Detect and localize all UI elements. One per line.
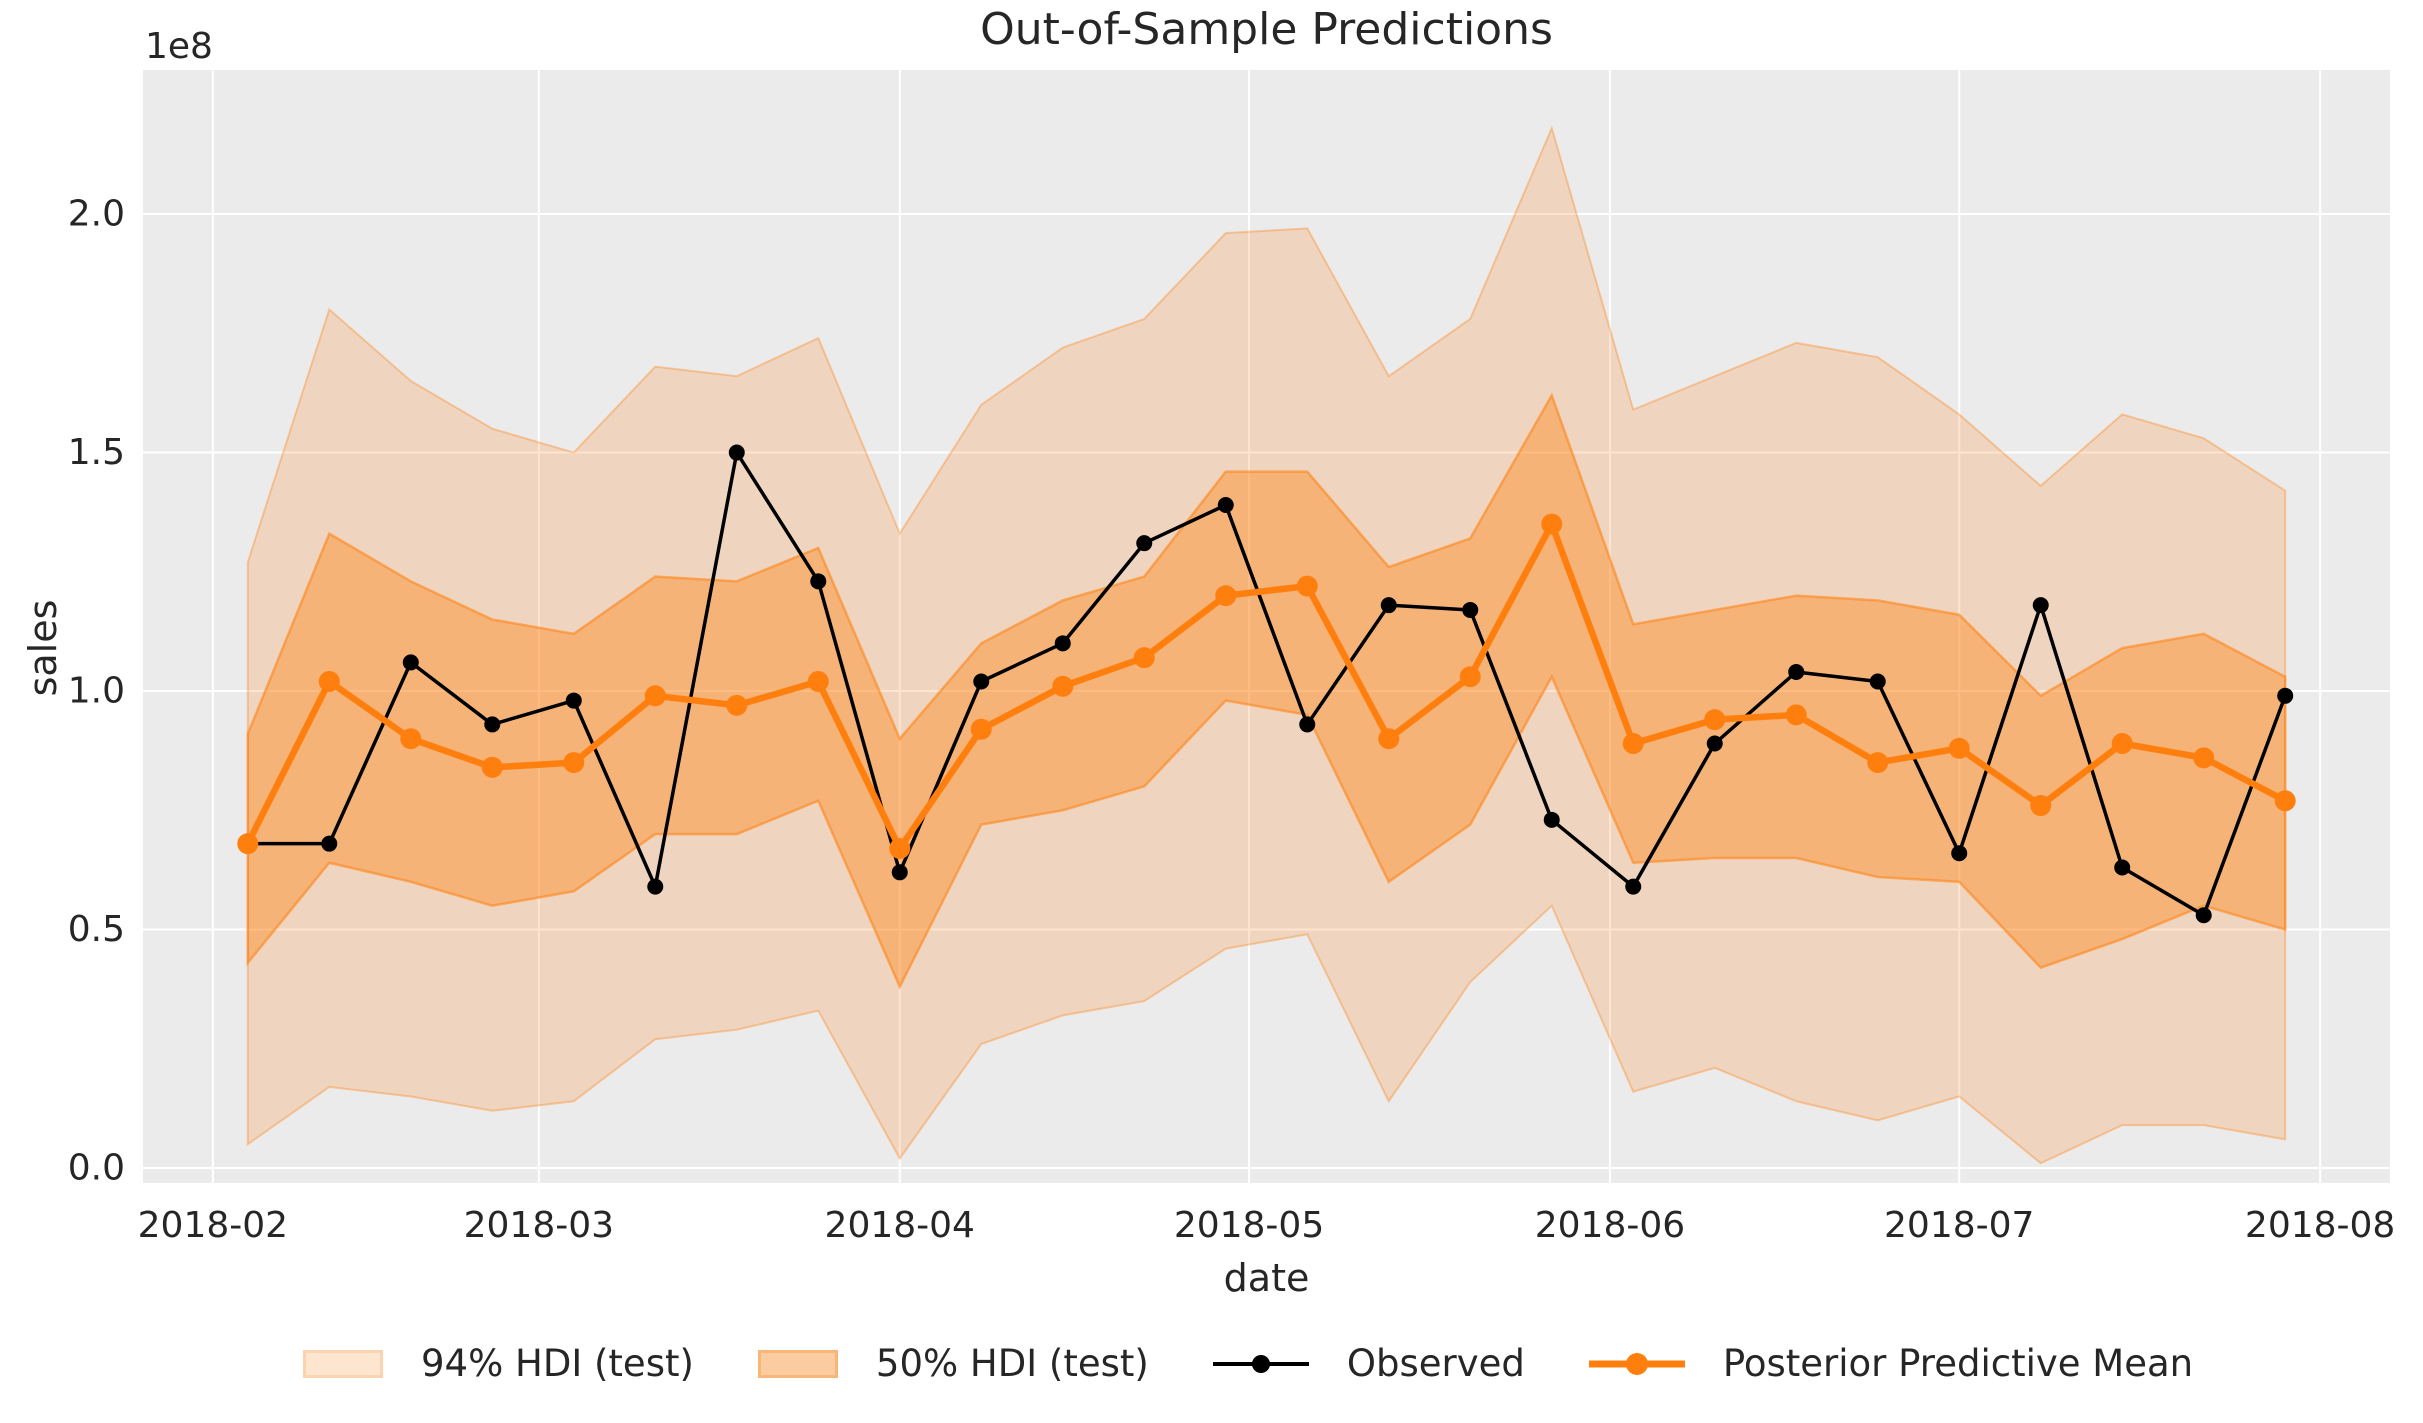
y-tick-label-2.0: 2.0 <box>68 194 125 235</box>
observed-point-2018-06-17 <box>1788 663 1805 680</box>
observed-point-2018-03-18 <box>728 444 745 461</box>
observed-point-2018-02-11 <box>321 835 338 852</box>
observed-point-2018-04-08 <box>973 673 990 690</box>
posterior-mean-point-2018-03-11 <box>644 685 666 707</box>
observed-point-2018-06-03 <box>1625 878 1642 895</box>
posterior-mean-point-2018-04-01 <box>889 837 911 859</box>
chart-title: Out-of-Sample Predictions <box>980 4 1553 55</box>
posterior-mean-point-2018-07-01 <box>1948 737 1970 759</box>
plot-background <box>143 70 2390 1183</box>
x-tick-label-2018-05: 2018-05 <box>1174 1205 1324 1246</box>
posterior-mean-point-2018-02-04 <box>237 833 259 855</box>
hdi50-band <box>246 392 2287 990</box>
posterior-mean-line <box>244 520 2287 852</box>
y-tick-label-0.5: 0.5 <box>68 909 125 950</box>
posterior-mean-point-2018-06-10 <box>1704 709 1726 731</box>
posterior-mean-point-2018-07-29 <box>2274 790 2296 812</box>
legend-label-hdi94: 94% HDI (test) <box>421 1342 694 1385</box>
hdi50-swatch-icon <box>757 1349 838 1378</box>
observed-point-2018-07-01 <box>1951 845 1968 862</box>
observed-point-2018-04-29 <box>1217 497 1234 514</box>
posterior-mean-point-2018-04-22 <box>1133 647 1155 669</box>
posterior-mean-point-2018-03-18 <box>726 694 748 716</box>
posterior-mean-point-2018-07-08 <box>2030 795 2052 817</box>
posterior-mean-point-2018-07-15 <box>2111 733 2133 755</box>
y-axis-offset-text: 1e8 <box>145 26 213 67</box>
legend-label-posterior: Posterior Predictive Mean <box>1722 1342 2194 1385</box>
observed-point-2018-07-29 <box>2277 687 2294 704</box>
posterior-mean-point-2018-06-24 <box>1867 752 1889 774</box>
observed-point-2018-02-25 <box>484 716 501 733</box>
observed-point-2018-05-20 <box>1462 601 1479 618</box>
posterior-mean-point-2018-03-25 <box>807 670 829 692</box>
hdi94-swatch-icon <box>303 1349 383 1378</box>
observed-point-2018-06-10 <box>1706 735 1723 752</box>
posterior-mean-point-2018-04-29 <box>1215 585 1237 607</box>
legend-item-hdi94: 94% HDI (test) <box>303 1342 694 1385</box>
posterior-mean-point-2018-03-04 <box>563 752 585 774</box>
posterior-mean-point-2018-02-11 <box>318 670 340 692</box>
x-tick-label-2018-04: 2018-04 <box>825 1205 975 1246</box>
legend: 94% HDI (test) 50% HDI (test) Observed P… <box>303 1342 2193 1385</box>
posterior-mean-point-2018-07-22 <box>2193 747 2215 769</box>
observed-point-2018-05-13 <box>1380 597 1397 614</box>
legend-item-hdi50: 50% HDI (test) <box>757 1342 1149 1385</box>
x-tick-label-2018-08: 2018-08 <box>2245 1205 2395 1246</box>
posterior-mean-point-2018-06-17 <box>1785 704 1807 726</box>
y-tick-label-0.0: 0.0 <box>68 1148 125 1189</box>
observed-point-2018-07-22 <box>2195 907 2212 924</box>
posterior-mean-point-2018-02-25 <box>481 756 503 778</box>
observed-point-2018-06-24 <box>1869 673 1886 690</box>
observed-point-2018-07-08 <box>2032 597 2049 614</box>
posterior-mean-point-2018-05-13 <box>1378 728 1400 750</box>
legend-label-hdi50: 50% HDI (test) <box>875 1342 1149 1385</box>
observed-line-marker-icon <box>1212 1354 1309 1373</box>
x-tick-label-2018-02: 2018-02 <box>138 1205 288 1246</box>
y-axis-label: sales <box>21 599 65 697</box>
posterior-mean-point-2018-04-15 <box>1052 675 1074 697</box>
observed-point-2018-02-18 <box>402 654 419 671</box>
posterior-mean-point-2018-06-03 <box>1622 733 1644 755</box>
observed-point-2018-03-11 <box>647 878 664 895</box>
posterior-mean-point-2018-05-20 <box>1459 666 1481 688</box>
x-axis-label: date <box>1223 1256 1310 1300</box>
legend-item-posterior: Posterior Predictive Mean <box>1588 1342 2194 1385</box>
hdi94-band <box>246 125 2287 1165</box>
observed-point-2018-05-27 <box>1543 811 1560 828</box>
observed-point-2018-03-25 <box>810 573 827 590</box>
observed-point-2018-07-15 <box>2114 859 2131 876</box>
observed-point-2018-05-06 <box>1299 716 1316 733</box>
posterior-mean-point-2018-05-06 <box>1296 575 1318 597</box>
legend-item-observed: Observed <box>1212 1342 1525 1385</box>
observed-point-2018-03-04 <box>565 692 582 709</box>
observed-point-2018-04-15 <box>1054 635 1071 652</box>
posterior-mean-point-2018-02-18 <box>400 728 422 750</box>
y-tick-label-1.0: 1.0 <box>68 671 125 712</box>
y-tick-label-1.5: 1.5 <box>68 432 125 473</box>
x-tick-label-2018-06: 2018-06 <box>1535 1205 1685 1246</box>
x-tick-label-2018-07: 2018-07 <box>1884 1205 2034 1246</box>
observed-point-2018-04-22 <box>1136 535 1153 552</box>
legend-label-observed: Observed <box>1346 1342 1525 1385</box>
x-tick-label-2018-03: 2018-03 <box>464 1205 614 1246</box>
observed-line <box>247 450 2287 917</box>
posterior-mean-point-2018-05-27 <box>1541 513 1563 535</box>
observed-point-2018-04-01 <box>891 864 908 881</box>
posterior-line-marker-icon <box>1588 1352 1685 1375</box>
posterior-mean-point-2018-04-08 <box>970 718 992 740</box>
